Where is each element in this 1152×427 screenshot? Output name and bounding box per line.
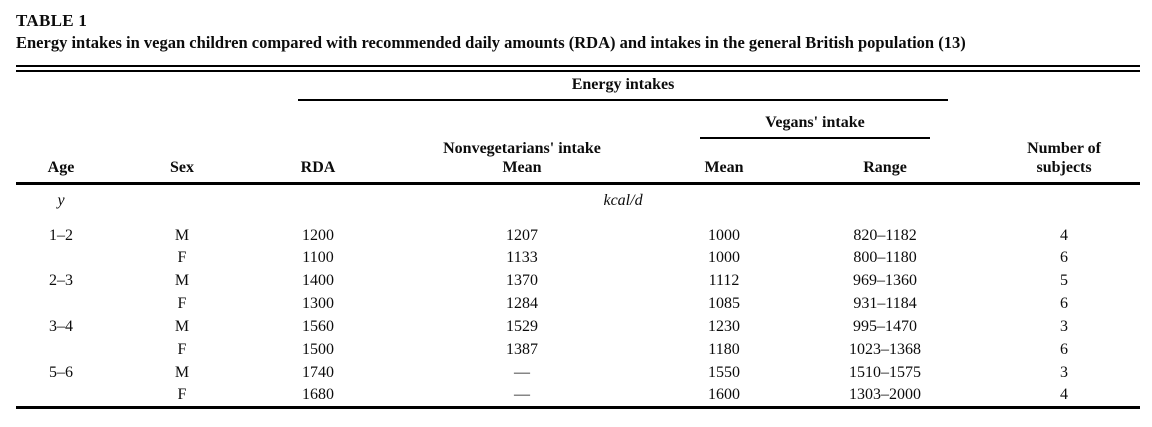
cell-sex: F [177,248,187,266]
table-row: 1–2 M 1200 1207 1000 820–1182 4 [16,223,1140,246]
cell-sex: M [174,226,190,244]
cell-vegan-mean: 1085 [708,294,740,312]
cell-subjects: 3 [1060,363,1069,381]
units-row: y kcal/d [16,183,1140,223]
spacer-cell [988,69,1140,101]
cell-rda: 1300 [302,294,334,312]
cell-subjects: 6 [1060,340,1069,358]
table-row: 5–6 M 1740 — 1550 1510–1575 3 [16,361,1140,384]
cell-sex: F [177,385,187,403]
cell-rda: 1400 [302,271,334,289]
table-row: F 1680 — 1600 1303–2000 4 [16,384,1140,407]
nonvegetarians-intake-label: Nonvegetarians' intake [443,139,601,157]
units-energy: kcal/d [603,191,643,209]
cell-subjects: 3 [1060,317,1069,335]
spacer-cell [16,69,258,101]
units-age: y [57,191,65,209]
cell-subjects: 4 [1060,226,1069,244]
vegans-intake-spanner: Vegans' intake [666,101,988,139]
cell-vegan-range: 995–1470 [853,317,918,335]
cell-age [16,292,106,315]
vegans-intake-spanner-label: Vegans' intake [700,113,931,139]
table-row: F 1100 1133 1000 800–1180 6 [16,246,1140,269]
cell-rda: 1560 [302,317,334,335]
cell-vegan-range: 1303–2000 [849,385,922,403]
cell-rda: 1740 [302,363,334,381]
cell-vegan-mean: 1600 [708,385,740,403]
cell-age: 5–6 [49,363,73,381]
column-header-nonvegetarians-mean: Nonvegetarians' intake Mean [378,139,666,184]
cell-sex: M [174,317,190,335]
cell-age [16,246,106,269]
cell-nonveg-mean: 1370 [506,271,538,289]
cell-vegan-range: 800–1180 [853,248,917,266]
cell-vegan-mean: 1000 [708,226,740,244]
energy-intakes-spanner: Energy intakes [258,69,988,101]
cell-rda: 1200 [302,226,334,244]
cell-age [16,338,106,361]
table-body: y kcal/d 1–2 M 1200 1207 1000 820–1182 4… [16,183,1140,407]
table-row: 2–3 M 1400 1370 1112 969–1360 5 [16,269,1140,292]
cell-nonveg-mean: 1387 [506,340,538,358]
energy-intakes-table: Energy intakes Vegans' intake Age Sex RD… [16,65,1141,409]
cell-rda: 1100 [302,248,334,266]
spacer-cell [106,183,258,223]
cell-vegan-mean: 1550 [708,363,740,381]
cell-nonveg-mean: 1529 [506,317,538,335]
cell-age [16,384,106,407]
cell-sex: M [174,363,190,381]
spacer-cell [16,101,666,139]
nonvegetarians-mean-label: Mean [502,158,542,176]
column-header-vegan-range: Range [863,158,907,176]
cell-age: 1–2 [49,226,73,244]
cell-sex: F [177,294,187,312]
cell-age: 2–3 [49,271,73,289]
cell-vegan-mean: 1112 [708,271,740,289]
column-header-rda: RDA [300,158,336,176]
column-header-vegan-mean: Mean [704,158,744,176]
energy-intakes-spanner-label: Energy intakes [298,75,949,101]
cell-vegan-mean: 1180 [708,340,740,358]
number-of-label: Number of [1027,139,1101,157]
cell-subjects: 6 [1060,248,1069,266]
cell-vegan-range: 1510–1575 [849,363,922,381]
table-row: F 1500 1387 1180 1023–1368 6 [16,338,1140,361]
cell-sex: M [174,271,190,289]
cell-vegan-mean: 1230 [708,317,740,335]
spanner-row-energy: Energy intakes [16,69,1140,101]
spacer-cell [988,101,1140,139]
column-header-age: Age [47,158,75,176]
table-row: F 1300 1284 1085 931–1184 6 [16,292,1140,315]
spacer-cell [988,183,1140,223]
cell-vegan-range: 931–1184 [853,294,917,312]
spanner-row-vegans: Vegans' intake [16,101,1140,139]
column-header-number-of-subjects: Number of subjects [988,139,1140,184]
cell-rda: 1680 [302,385,334,403]
column-label-row: Age Sex RDA Nonvegetarians' intake Mean … [16,139,1140,184]
cell-nonveg-mean: 1133 [506,248,538,266]
cell-vegan-range: 969–1360 [853,271,918,289]
cell-nonveg-mean: — [514,363,530,381]
cell-nonveg-mean: 1284 [506,294,538,312]
cell-age: 3–4 [49,317,73,335]
cell-nonveg-mean: 1207 [506,226,538,244]
cell-vegan-mean: 1000 [708,248,740,266]
subjects-label: subjects [1036,158,1092,176]
cell-subjects: 6 [1060,294,1069,312]
cell-rda: 1500 [302,340,334,358]
table-row: 3–4 M 1560 1529 1230 995–1470 3 [16,315,1140,338]
cell-sex: F [177,340,187,358]
column-header-sex: Sex [170,158,194,176]
cell-subjects: 4 [1060,385,1069,403]
table-header: Energy intakes Vegans' intake Age Sex RD… [16,69,1141,184]
table-label: TABLE 1 [16,11,88,30]
cell-subjects: 5 [1060,271,1069,289]
table-caption: Energy intakes in vegan children compare… [16,33,966,52]
cell-vegan-range: 1023–1368 [849,340,922,358]
cell-nonveg-mean: — [514,385,530,403]
cell-vegan-range: 820–1182 [853,226,917,244]
